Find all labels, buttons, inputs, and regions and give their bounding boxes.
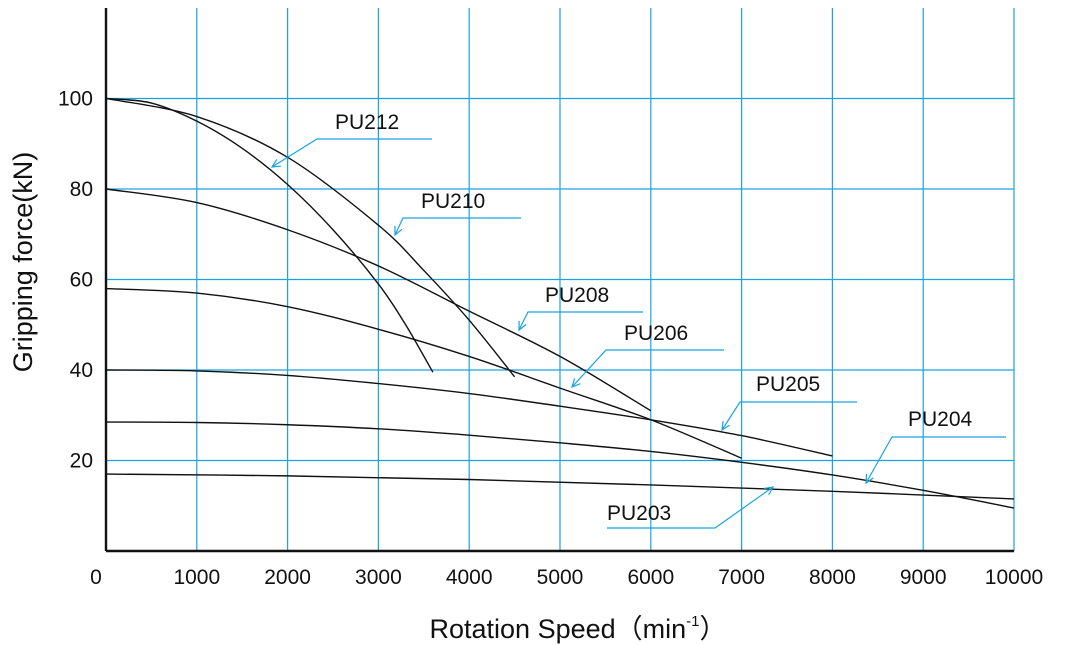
y-tick-label: 20 bbox=[70, 450, 93, 473]
x-tick-label: 6000 bbox=[627, 566, 674, 589]
series-label-pu203: PU203 bbox=[607, 502, 671, 525]
grid bbox=[106, 8, 1015, 551]
y-axis-title: Gripping force(kN) bbox=[8, 152, 38, 373]
series-line-pu203 bbox=[105, 473, 1015, 500]
series-label-pu206: PU206 bbox=[624, 322, 688, 345]
series-line-pu210 bbox=[105, 97, 516, 378]
series-line-pu205 bbox=[105, 369, 833, 457]
x-tick-label: 5000 bbox=[537, 566, 584, 589]
leader-pu204 bbox=[865, 436, 1006, 484]
x-axis-title: Rotation Speed（min-1） bbox=[430, 613, 727, 644]
leader-pu205 bbox=[721, 401, 857, 431]
series-label-pu208: PU208 bbox=[545, 284, 609, 307]
leader-pu208 bbox=[518, 311, 643, 331]
x-tick-label: 9000 bbox=[900, 566, 947, 589]
y-tick-label: 60 bbox=[70, 269, 93, 292]
series-lines bbox=[105, 97, 1015, 509]
leader-arrow-pu212 bbox=[270, 159, 282, 168]
x-tick-label: 4000 bbox=[446, 566, 493, 589]
y-tick-label: 40 bbox=[70, 359, 93, 382]
leader-pu210 bbox=[394, 217, 521, 236]
series-line-pu206 bbox=[105, 287, 742, 459]
x-tick-label: 8000 bbox=[809, 566, 856, 589]
leader-pu206 bbox=[571, 349, 724, 388]
leader-pu212 bbox=[271, 138, 432, 168]
series-label-pu205: PU205 bbox=[756, 373, 820, 396]
leader-arrow-pu210 bbox=[394, 225, 403, 237]
series-line-pu204 bbox=[105, 421, 1015, 509]
leader-arrow-pu205 bbox=[721, 420, 730, 432]
series-label-pu212: PU212 bbox=[335, 111, 399, 134]
x-tick-label: 3000 bbox=[355, 566, 402, 589]
x-tick-label: 7000 bbox=[718, 566, 765, 589]
series-line-pu212 bbox=[105, 97, 434, 373]
x-tick-label: 10000 bbox=[985, 566, 1043, 589]
x-tick-label: 2000 bbox=[264, 566, 311, 589]
leader-pu203 bbox=[607, 486, 774, 529]
leader-arrow-pu208 bbox=[518, 320, 527, 332]
series-label-pu204: PU204 bbox=[908, 408, 973, 431]
leader-arrow-pu203 bbox=[764, 486, 775, 496]
leader-arrow-pu206 bbox=[571, 378, 581, 389]
leader-arrow-pu204 bbox=[865, 473, 874, 485]
tick-labels: 0 1000 2000 3000 4000 5000 6000 7000 8000 9000 100… bbox=[58, 88, 1043, 590]
x-tick-label: 0 bbox=[90, 566, 102, 589]
label-leaders bbox=[270, 138, 1006, 529]
y-tick-label: 80 bbox=[70, 178, 93, 201]
x-tick-label: 1000 bbox=[173, 566, 220, 589]
series-line-pu208 bbox=[105, 188, 652, 412]
series-label-pu210: PU210 bbox=[421, 190, 485, 213]
series-labels: PU212 PU210 PU208 PU206 PU205 PU204 PU203 bbox=[335, 111, 973, 525]
y-tick-label: 100 bbox=[58, 88, 93, 111]
